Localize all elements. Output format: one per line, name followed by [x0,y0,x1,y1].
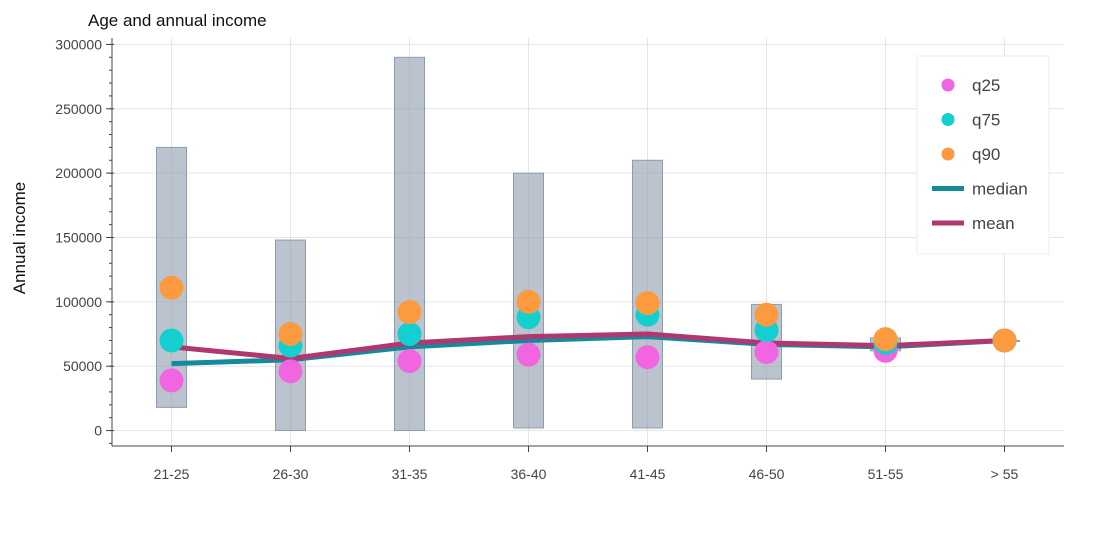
q25-point [278,359,303,384]
legend-label-q25: q25 [972,76,1000,95]
q90-point [873,327,898,352]
range-bar [394,56,425,432]
mean-line [171,331,1005,361]
q90-point [754,302,779,327]
q90-point [992,328,1017,353]
x-tick-label: 41-45 [630,466,666,482]
x-tick-label: 36-40 [511,466,547,482]
y-tick-label: 300000 [55,36,102,52]
legend-swatch-q25 [941,78,955,92]
x-tick-label: 31-35 [392,466,428,482]
q75-point [397,322,422,347]
x-tick-label: 26-30 [273,466,309,482]
q25-point [516,342,541,367]
axes: 0 50000 100000 150000 200000 250000 300000 21-2… [55,36,1064,482]
q90-point [516,289,541,314]
y-tick-label: 150000 [55,229,102,245]
legend: q25 q75 q90 median mean [916,55,1050,255]
q90-point [635,291,660,316]
series-points [159,275,1017,393]
q25-point [754,340,779,365]
q90-point [159,275,184,300]
legend-label-mean: mean [972,214,1015,233]
legend-label-q75: q75 [972,111,1000,130]
series-lines [171,331,1005,367]
y-tick-label: 100000 [55,294,102,310]
y-axis-label: Annual income [10,182,29,294]
legend-label-median: median [972,180,1028,199]
y-tick-label: 200000 [55,165,102,181]
q25-point [159,368,184,393]
q75-point [159,328,184,353]
y-tick-label: 50000 [63,358,102,374]
legend-swatch-q90 [941,147,955,161]
q90-point [397,300,422,325]
q25-point [635,345,660,370]
legend-label-q90: q90 [972,145,1000,164]
y-tick-label: 0 [94,423,102,439]
x-tick-label: 21-25 [154,466,190,482]
chart-title: Age and annual income [88,11,267,30]
legend-swatch-q75 [941,113,955,126]
x-tick-label: 51-55 [868,466,904,482]
q25-point [397,349,422,374]
y-tick-label: 250000 [55,101,102,117]
x-tick-label: > 55 [991,466,1019,482]
x-tick-label: 46-50 [749,466,785,482]
q90-point [278,322,303,347]
